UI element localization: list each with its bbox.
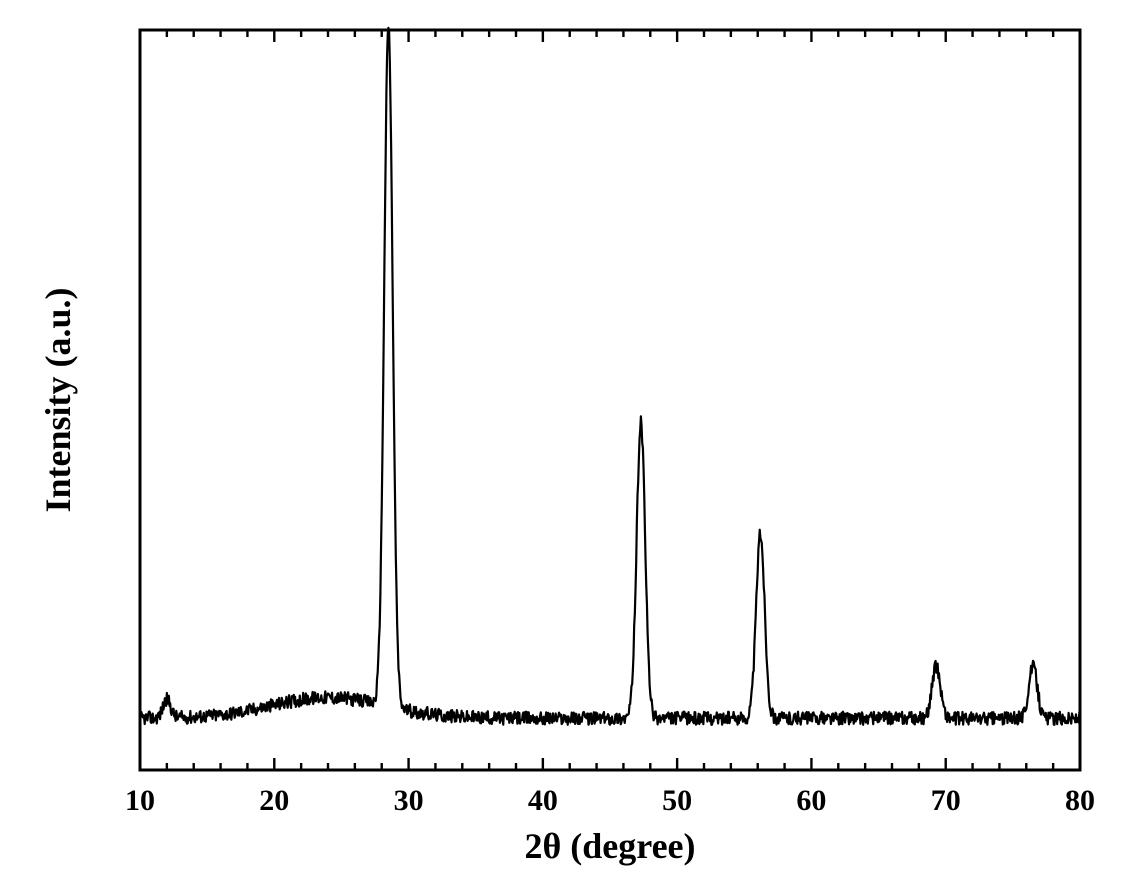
svg-text:10: 10: [125, 784, 155, 817]
svg-text:60: 60: [796, 784, 826, 817]
svg-text:30: 30: [394, 784, 424, 817]
chart-svg: 10 20 30 40 50 60 70 80 2θ (degree) Intensity (a.…: [0, 0, 1124, 886]
svg-text:50: 50: [662, 784, 692, 817]
svg-text:Intensity (a.u.): Intensity (a.u.): [38, 287, 78, 512]
svg-text:40: 40: [528, 784, 558, 817]
svg-text:80: 80: [1065, 784, 1095, 817]
xrd-chart: 10 20 30 40 50 60 70 80 2θ (degree) Intensity (a.…: [0, 0, 1124, 886]
svg-text:70: 70: [931, 784, 961, 817]
svg-text:2θ (degree): 2θ (degree): [524, 826, 695, 866]
svg-text:20: 20: [259, 784, 289, 817]
